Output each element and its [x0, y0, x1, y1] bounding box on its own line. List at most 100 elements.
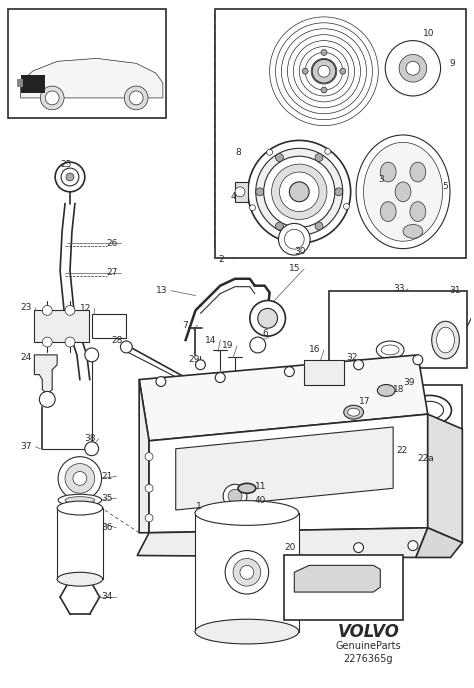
- Circle shape: [315, 222, 323, 230]
- Polygon shape: [176, 427, 393, 510]
- Ellipse shape: [381, 345, 399, 355]
- Circle shape: [225, 550, 269, 594]
- Bar: [35, 310, 89, 342]
- Ellipse shape: [344, 405, 364, 419]
- Circle shape: [61, 168, 79, 186]
- Circle shape: [256, 188, 264, 196]
- Text: 27: 27: [107, 268, 118, 277]
- Circle shape: [267, 149, 273, 155]
- Text: 23: 23: [20, 303, 32, 312]
- Circle shape: [344, 204, 349, 209]
- Ellipse shape: [195, 501, 299, 526]
- Text: 38: 38: [84, 434, 95, 443]
- Ellipse shape: [410, 162, 426, 182]
- Circle shape: [250, 301, 285, 336]
- Circle shape: [66, 173, 74, 181]
- Text: 12: 12: [80, 304, 91, 313]
- Ellipse shape: [416, 401, 444, 419]
- Circle shape: [145, 484, 153, 492]
- Ellipse shape: [437, 327, 455, 353]
- Circle shape: [335, 188, 343, 196]
- Text: 21: 21: [101, 472, 113, 481]
- Ellipse shape: [57, 501, 102, 515]
- Text: VOLVO: VOLVO: [337, 623, 400, 641]
- Circle shape: [223, 484, 247, 508]
- Bar: [57, 508, 102, 579]
- Text: GenuineParts: GenuineParts: [336, 641, 401, 652]
- Text: 16: 16: [309, 345, 320, 354]
- Text: 22a: 22a: [418, 454, 435, 463]
- Circle shape: [85, 348, 99, 362]
- Text: 33: 33: [393, 284, 405, 293]
- Ellipse shape: [395, 182, 411, 202]
- Ellipse shape: [348, 408, 360, 416]
- Polygon shape: [139, 355, 428, 441]
- Circle shape: [195, 360, 205, 369]
- Circle shape: [248, 140, 351, 243]
- Circle shape: [65, 305, 75, 315]
- Text: 15: 15: [290, 264, 301, 273]
- Bar: [284, 555, 403, 620]
- Circle shape: [275, 153, 283, 162]
- Text: 3: 3: [378, 175, 384, 184]
- Circle shape: [354, 360, 364, 369]
- Circle shape: [42, 337, 52, 347]
- Circle shape: [321, 87, 327, 93]
- Circle shape: [280, 172, 319, 212]
- Text: 22: 22: [396, 447, 407, 455]
- Circle shape: [46, 91, 59, 105]
- Circle shape: [297, 238, 303, 244]
- Circle shape: [274, 546, 284, 555]
- Circle shape: [399, 54, 427, 82]
- Polygon shape: [428, 414, 462, 543]
- Circle shape: [215, 373, 225, 383]
- Text: 24: 24: [20, 354, 32, 363]
- Circle shape: [290, 182, 309, 202]
- Circle shape: [275, 23, 373, 120]
- Circle shape: [318, 65, 330, 77]
- Bar: [329, 290, 467, 367]
- Text: 31: 31: [449, 286, 461, 295]
- Circle shape: [287, 34, 361, 108]
- Circle shape: [284, 229, 304, 249]
- Ellipse shape: [356, 135, 450, 248]
- Polygon shape: [235, 182, 248, 202]
- Bar: [215, 9, 466, 258]
- Polygon shape: [294, 566, 380, 592]
- Ellipse shape: [57, 572, 102, 586]
- Text: 17: 17: [358, 397, 370, 406]
- Circle shape: [129, 91, 143, 105]
- Circle shape: [42, 305, 52, 315]
- Bar: [17, 79, 23, 87]
- Circle shape: [256, 149, 343, 235]
- Text: 11: 11: [255, 482, 266, 491]
- Text: 13: 13: [156, 286, 167, 295]
- Circle shape: [124, 86, 148, 110]
- Ellipse shape: [432, 321, 459, 359]
- Circle shape: [40, 86, 64, 110]
- Circle shape: [145, 514, 153, 522]
- Circle shape: [249, 205, 255, 211]
- Circle shape: [120, 341, 132, 353]
- Text: 8: 8: [235, 148, 241, 157]
- Polygon shape: [35, 355, 57, 394]
- Text: 35: 35: [101, 494, 113, 503]
- Ellipse shape: [410, 202, 426, 222]
- Circle shape: [65, 464, 95, 493]
- Text: 36: 36: [101, 524, 113, 533]
- Ellipse shape: [238, 484, 256, 493]
- Circle shape: [325, 149, 331, 154]
- Circle shape: [55, 162, 85, 192]
- Ellipse shape: [195, 619, 299, 644]
- Circle shape: [354, 543, 364, 552]
- Text: 37: 37: [20, 442, 32, 451]
- Text: 7: 7: [182, 321, 188, 330]
- Bar: [398, 385, 462, 436]
- Bar: [92, 314, 126, 338]
- Ellipse shape: [403, 224, 423, 238]
- Circle shape: [406, 61, 420, 75]
- Circle shape: [65, 337, 75, 347]
- Circle shape: [272, 164, 327, 219]
- Circle shape: [258, 308, 277, 328]
- Ellipse shape: [380, 202, 396, 222]
